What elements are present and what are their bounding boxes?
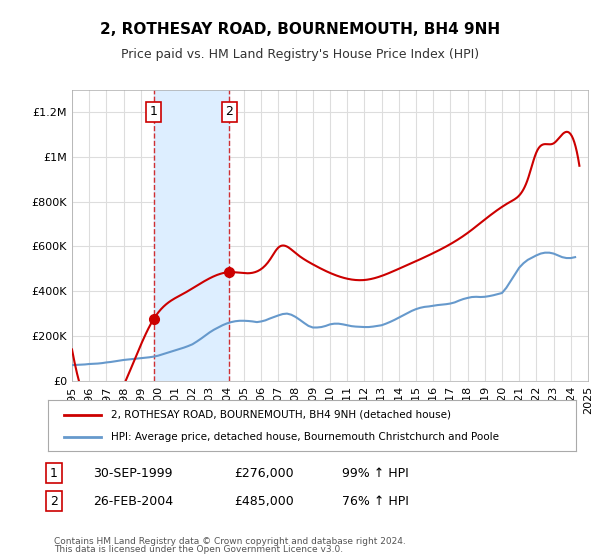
Text: 26-FEB-2004: 26-FEB-2004 bbox=[93, 494, 173, 508]
Text: £276,000: £276,000 bbox=[234, 466, 293, 480]
Text: 2, ROTHESAY ROAD, BOURNEMOUTH, BH4 9NH (detached house): 2, ROTHESAY ROAD, BOURNEMOUTH, BH4 9NH (… bbox=[112, 409, 451, 419]
Text: 76% ↑ HPI: 76% ↑ HPI bbox=[342, 494, 409, 508]
Text: 2, ROTHESAY ROAD, BOURNEMOUTH, BH4 9NH: 2, ROTHESAY ROAD, BOURNEMOUTH, BH4 9NH bbox=[100, 22, 500, 38]
Text: 99% ↑ HPI: 99% ↑ HPI bbox=[342, 466, 409, 480]
Bar bbox=[154, 90, 229, 381]
Text: 2: 2 bbox=[50, 494, 58, 508]
Text: 1: 1 bbox=[50, 466, 58, 480]
Text: HPI: Average price, detached house, Bournemouth Christchurch and Poole: HPI: Average price, detached house, Bour… bbox=[112, 432, 499, 442]
Text: 30-SEP-1999: 30-SEP-1999 bbox=[93, 466, 173, 480]
Text: 1: 1 bbox=[150, 105, 158, 119]
Text: Price paid vs. HM Land Registry's House Price Index (HPI): Price paid vs. HM Land Registry's House … bbox=[121, 48, 479, 60]
Text: Contains HM Land Registry data © Crown copyright and database right 2024.: Contains HM Land Registry data © Crown c… bbox=[54, 537, 406, 546]
Text: 2: 2 bbox=[225, 105, 233, 119]
Text: This data is licensed under the Open Government Licence v3.0.: This data is licensed under the Open Gov… bbox=[54, 545, 343, 554]
Text: £485,000: £485,000 bbox=[234, 494, 294, 508]
